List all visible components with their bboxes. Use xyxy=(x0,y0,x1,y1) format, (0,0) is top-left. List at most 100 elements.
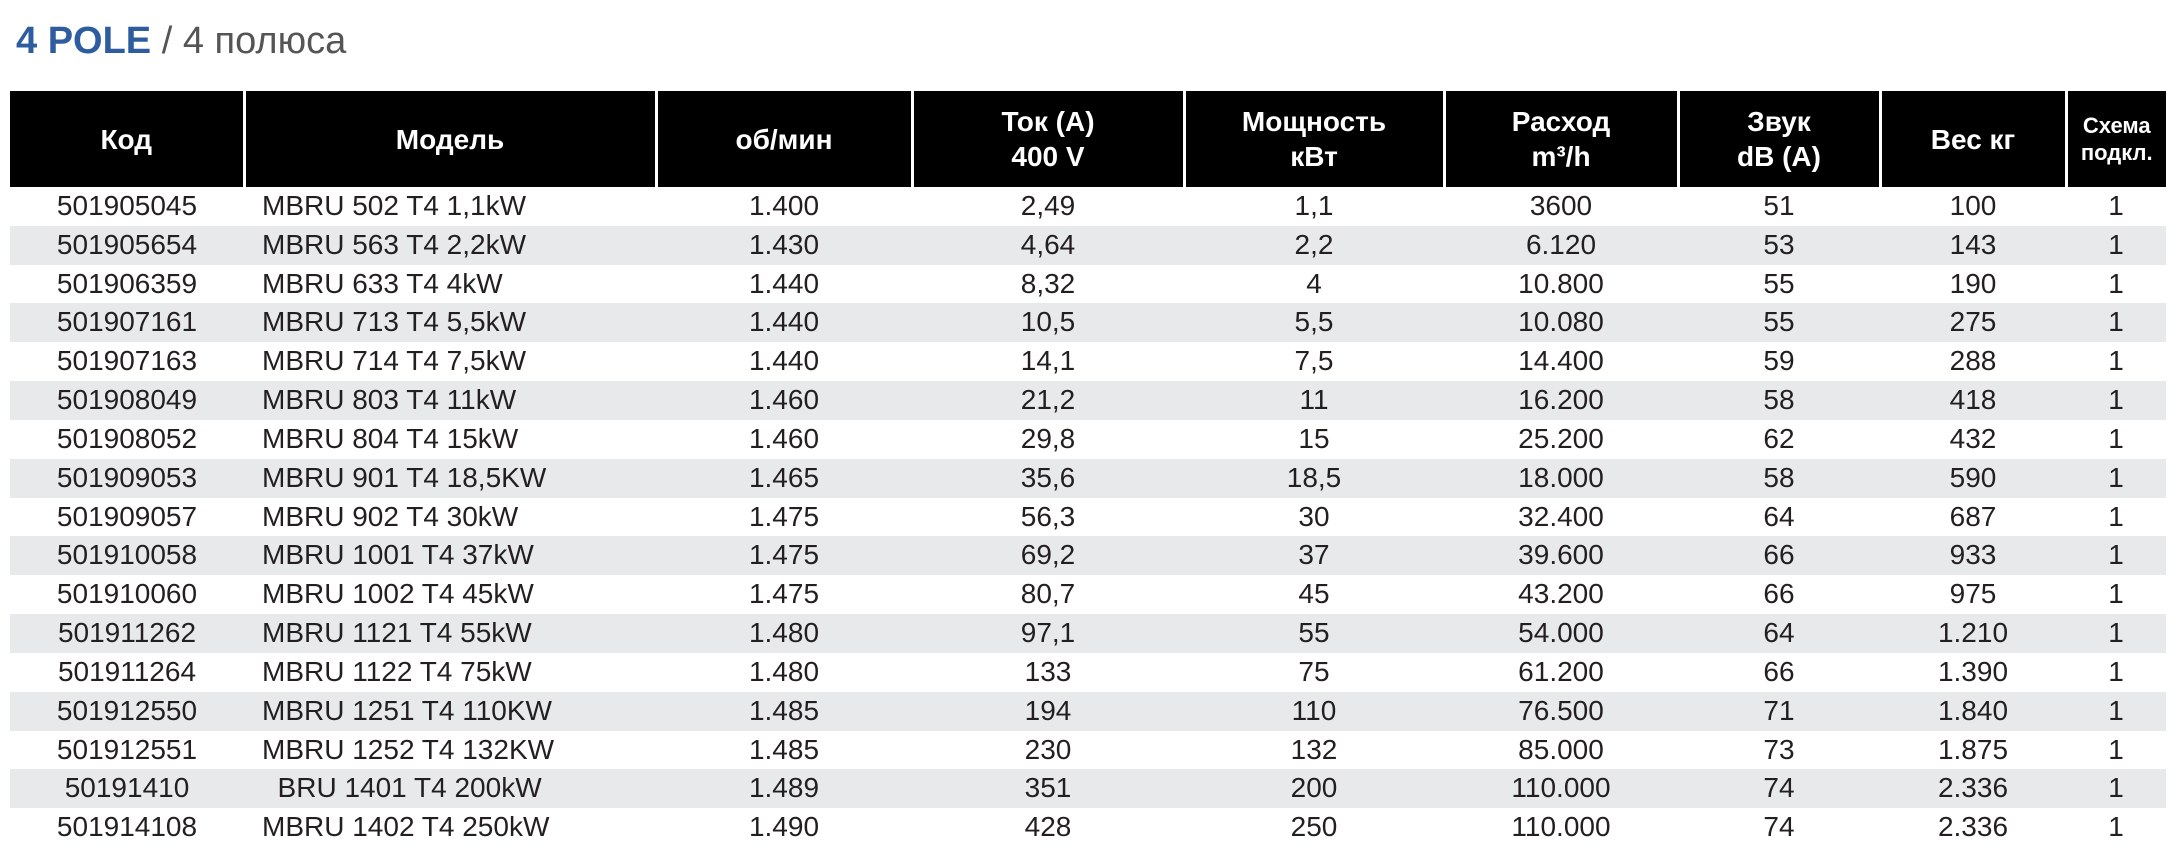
table-row: 501910060MBRU 1002 T4 45kW1.47580,74543.… xyxy=(10,575,2166,614)
cell-flow: 14.400 xyxy=(1444,342,1678,381)
cell-sound: 66 xyxy=(1678,536,1880,575)
cell-amps: 8,32 xyxy=(912,265,1184,304)
cell-sound: 53 xyxy=(1678,226,1880,265)
cell-sound: 59 xyxy=(1678,342,1880,381)
cell-model: MBRU 713 T4 5,5kW xyxy=(244,303,656,342)
cell-code: 501906359 xyxy=(10,265,244,304)
cell-code: 50191410 xyxy=(10,769,244,808)
cell-rpm: 1.490 xyxy=(656,808,912,847)
cell-amps: 14,1 xyxy=(912,342,1184,381)
cell-model: MBRU 901 T4 18,5KW xyxy=(244,459,656,498)
col-header-model: Модель xyxy=(244,91,656,187)
cell-model: MBRU 1402 T4 250kW xyxy=(244,808,656,847)
cell-weight: 275 xyxy=(1880,303,2066,342)
table-row: 501905045MBRU 502 T4 1,1kW1.4002,491,136… xyxy=(10,187,2166,226)
cell-weight: 1.210 xyxy=(1880,614,2066,653)
cell-model: MBRU 714 T4 7,5kW xyxy=(244,342,656,381)
cell-model: MBRU 1121 T4 55kW xyxy=(244,614,656,653)
cell-code: 501910060 xyxy=(10,575,244,614)
cell-flow: 3600 xyxy=(1444,187,1678,226)
cell-model: MBRU 803 T4 11kW xyxy=(244,381,656,420)
cell-model: MBRU 804 T4 15kW xyxy=(244,420,656,459)
cell-code: 501911262 xyxy=(10,614,244,653)
cell-weight: 975 xyxy=(1880,575,2066,614)
cell-rpm: 1.430 xyxy=(656,226,912,265)
cell-power: 250 xyxy=(1184,808,1444,847)
cell-power: 2,2 xyxy=(1184,226,1444,265)
cell-flow: 54.000 xyxy=(1444,614,1678,653)
table-row: 501909053MBRU 901 T4 18,5KW1.46535,618,5… xyxy=(10,459,2166,498)
cell-flow: 110.000 xyxy=(1444,769,1678,808)
cell-amps: 35,6 xyxy=(912,459,1184,498)
cell-model: MBRU 502 T4 1,1kW xyxy=(244,187,656,226)
cell-weight: 143 xyxy=(1880,226,2066,265)
cell-code: 501909057 xyxy=(10,498,244,537)
cell-rpm: 1.475 xyxy=(656,536,912,575)
cell-sound: 64 xyxy=(1678,614,1880,653)
cell-rpm: 1.440 xyxy=(656,265,912,304)
cell-sound: 66 xyxy=(1678,653,1880,692)
cell-flow: 43.200 xyxy=(1444,575,1678,614)
cell-amps: 80,7 xyxy=(912,575,1184,614)
spec-table: КодМодельоб/минТок (A)400 VМощностькВтРа… xyxy=(10,91,2166,847)
table-row: 501905654MBRU 563 T4 2,2kW1.4304,642,26.… xyxy=(10,226,2166,265)
cell-scheme: 1 xyxy=(2066,731,2166,770)
title-main: 4 POLE xyxy=(16,20,151,62)
col-header-scheme: Схемаподкл. xyxy=(2066,91,2166,187)
col-header-power: МощностькВт xyxy=(1184,91,1444,187)
cell-code: 501905654 xyxy=(10,226,244,265)
col-header-flow: Расходm³/h xyxy=(1444,91,1678,187)
cell-code: 501912551 xyxy=(10,731,244,770)
col-header-sound: ЗвукdB (A) xyxy=(1678,91,1880,187)
cell-power: 5,5 xyxy=(1184,303,1444,342)
cell-flow: 18.000 xyxy=(1444,459,1678,498)
cell-power: 1,1 xyxy=(1184,187,1444,226)
cell-scheme: 1 xyxy=(2066,498,2166,537)
cell-flow: 76.500 xyxy=(1444,692,1678,731)
cell-code: 501907161 xyxy=(10,303,244,342)
col-header-weight: Вес кг xyxy=(1880,91,2066,187)
cell-sound: 66 xyxy=(1678,575,1880,614)
cell-amps: 4,64 xyxy=(912,226,1184,265)
cell-code: 501908052 xyxy=(10,420,244,459)
cell-amps: 428 xyxy=(912,808,1184,847)
cell-amps: 2,49 xyxy=(912,187,1184,226)
cell-sound: 55 xyxy=(1678,265,1880,304)
cell-model: MBRU 1122 T4 75kW xyxy=(244,653,656,692)
table-row: 501912550MBRU 1251 T4 110KW1.48519411076… xyxy=(10,692,2166,731)
cell-scheme: 1 xyxy=(2066,614,2166,653)
cell-weight: 1.840 xyxy=(1880,692,2066,731)
cell-model: MBRU 1251 T4 110KW xyxy=(244,692,656,731)
cell-code: 501911264 xyxy=(10,653,244,692)
cell-power: 132 xyxy=(1184,731,1444,770)
cell-scheme: 1 xyxy=(2066,459,2166,498)
cell-scheme: 1 xyxy=(2066,769,2166,808)
cell-rpm: 1.465 xyxy=(656,459,912,498)
cell-model: MBRU 1252 T4 132KW xyxy=(244,731,656,770)
cell-sound: 58 xyxy=(1678,381,1880,420)
cell-power: 30 xyxy=(1184,498,1444,537)
cell-weight: 418 xyxy=(1880,381,2066,420)
cell-rpm: 1.440 xyxy=(656,303,912,342)
cell-weight: 687 xyxy=(1880,498,2066,537)
cell-code: 501908049 xyxy=(10,381,244,420)
cell-rpm: 1.440 xyxy=(656,342,912,381)
cell-sound: 74 xyxy=(1678,769,1880,808)
cell-sound: 55 xyxy=(1678,303,1880,342)
cell-power: 4 xyxy=(1184,265,1444,304)
cell-rpm: 1.460 xyxy=(656,381,912,420)
cell-weight: 288 xyxy=(1880,342,2066,381)
cell-amps: 133 xyxy=(912,653,1184,692)
cell-scheme: 1 xyxy=(2066,265,2166,304)
cell-code: 501905045 xyxy=(10,187,244,226)
cell-weight: 1.875 xyxy=(1880,731,2066,770)
table-row: 501907161MBRU 713 T4 5,5kW1.44010,55,510… xyxy=(10,303,2166,342)
col-header-code: Код xyxy=(10,91,244,187)
cell-model: MBRU 1002 T4 45kW xyxy=(244,575,656,614)
cell-power: 37 xyxy=(1184,536,1444,575)
cell-sound: 71 xyxy=(1678,692,1880,731)
cell-sound: 51 xyxy=(1678,187,1880,226)
cell-code: 501907163 xyxy=(10,342,244,381)
cell-amps: 97,1 xyxy=(912,614,1184,653)
table-row: 50191410 BRU 1401 T4 200kW1.489351200110… xyxy=(10,769,2166,808)
